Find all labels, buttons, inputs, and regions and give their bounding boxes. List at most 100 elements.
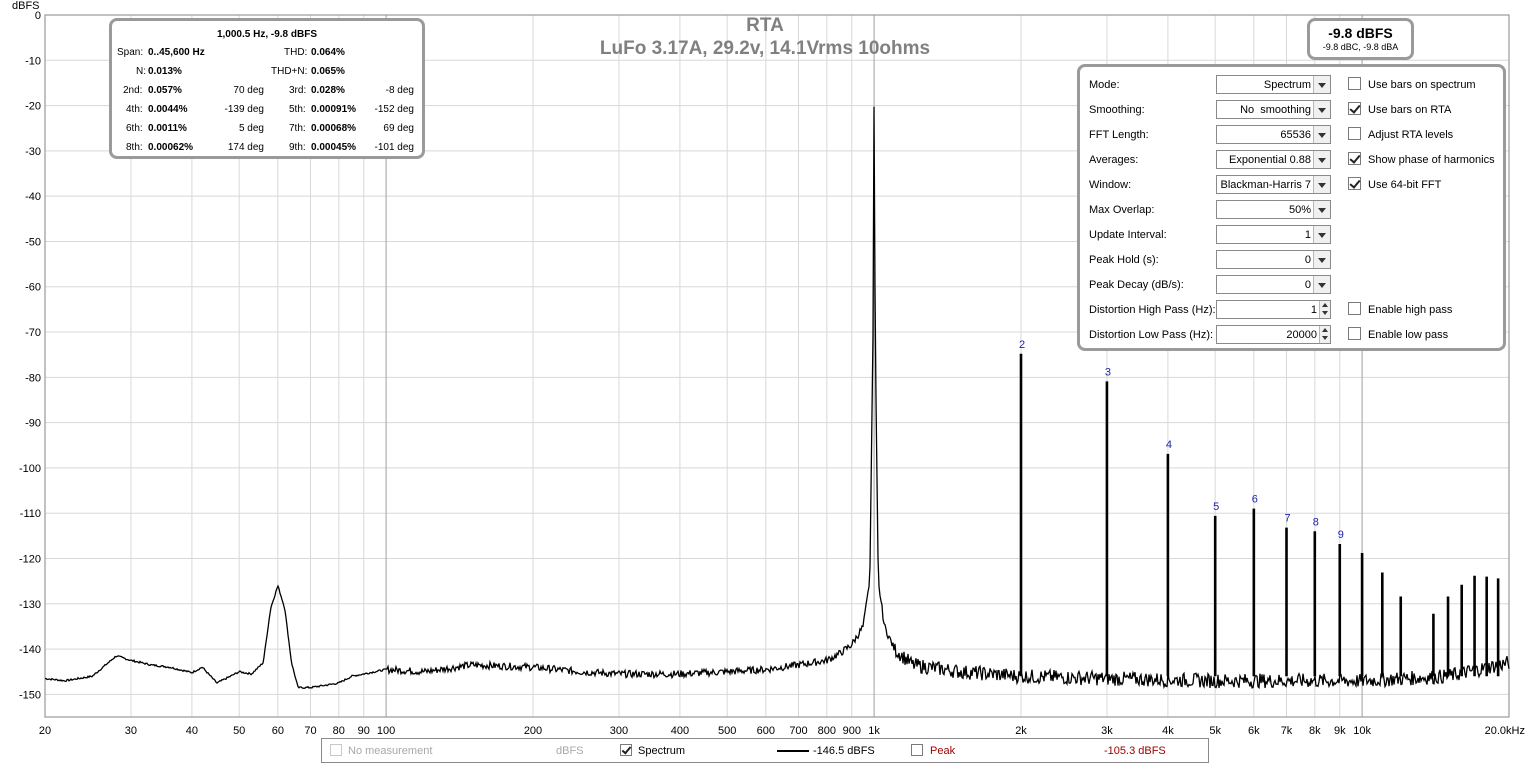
x-tick-label: 100 (377, 725, 395, 737)
harmonic-3-label: 3rd: (289, 85, 307, 96)
enable-high-pass-checkbox[interactable] (1348, 302, 1361, 315)
legend-bar: No measurement dBFS Spectrum -146.5 dBFS… (321, 738, 1209, 763)
peak-decay-dropdown[interactable]: 0 (1216, 275, 1331, 294)
spectrum-value: -146.5 dBFS (813, 745, 875, 757)
peak-checkbox[interactable] (911, 744, 923, 756)
chevron-down-icon[interactable] (1313, 201, 1330, 218)
setting-label: Averages: (1089, 154, 1139, 166)
setting-row-update-interval: Update Interval: 1 (1080, 225, 1503, 245)
harmonic-label: 3 (1105, 366, 1111, 378)
x-tick-label: 20 (39, 725, 51, 737)
show-phase-of-harmonics-checkbox[interactable] (1348, 152, 1361, 165)
x-tick-label: 9k (1334, 725, 1346, 737)
setting-label: Peak Hold (s): (1089, 254, 1159, 266)
no-measurement-checkbox[interactable] (330, 744, 342, 756)
y-tick-label: -70 (25, 327, 41, 339)
x-tick-label: 40 (186, 725, 198, 737)
max-overlap-dropdown[interactable]: 50% (1216, 200, 1331, 219)
thdn-value: 0.065% (311, 66, 345, 77)
harmonic-8-label: 8th: (126, 142, 143, 153)
y-tick-label: -10 (25, 55, 41, 67)
setting-row-fft-length: FFT Length: 65536 Adjust RTA levels (1080, 125, 1503, 145)
use-64bit-fft-checkbox[interactable] (1348, 177, 1361, 190)
harmonic-2-phase: 70 deg (233, 85, 264, 96)
harmonic-label: 4 (1166, 439, 1172, 451)
setting-row-window: Window: Blackman-Harris 7 Use 64-bit FFT (1080, 175, 1503, 195)
harmonic-label: 2 (1019, 339, 1025, 351)
spectrum-checkbox[interactable] (620, 744, 632, 756)
peak-hold-dropdown[interactable]: 0 (1216, 250, 1331, 269)
chevron-down-icon[interactable] (1313, 126, 1330, 143)
harmonic-4-label: 4th: (126, 104, 143, 115)
setting-label: Window: (1089, 179, 1132, 191)
distortion-high-pass-spinner[interactable]: 1 (1216, 300, 1331, 319)
use-bars-on-spectrum-checkbox[interactable] (1348, 77, 1361, 90)
dropdown-value: 65536 (1280, 129, 1311, 141)
harmonic-5-phase: -152 deg (374, 104, 414, 115)
harmonic-4-value: 0.0044% (148, 104, 188, 115)
harmonic-8-value: 0.00062% (148, 142, 194, 153)
chevron-down-icon[interactable] (1313, 101, 1330, 118)
use-bars-on-rta-checkbox[interactable] (1348, 102, 1361, 115)
peak-value: -105.3 dBFS (1104, 745, 1166, 757)
level-sub: -9.8 dBC, -9.8 dBA (1322, 42, 1399, 52)
n-value: 0.013% (148, 66, 182, 77)
spectrum-label: Spectrum (638, 745, 686, 757)
chevron-down-icon[interactable] (1313, 151, 1330, 168)
harmonic-7-value: 0.00068% (311, 123, 357, 134)
checkbox-label: Show phase of harmonics (1368, 154, 1495, 166)
x-tick-label: 3k (1101, 725, 1113, 737)
chevron-down-icon[interactable] (1313, 251, 1330, 268)
checkbox-label: Use bars on spectrum (1368, 79, 1476, 91)
dropdown-value: 0 (1304, 279, 1311, 291)
y-tick-label: -60 (25, 282, 41, 294)
fft-length-dropdown[interactable]: 65536 (1216, 125, 1331, 144)
mode-dropdown[interactable]: Spectrum (1216, 75, 1331, 94)
smoothing-dropdown[interactable]: No smoothing (1216, 100, 1331, 119)
chevron-down-icon[interactable] (1313, 226, 1330, 243)
harmonic-8-phase: 174 deg (227, 142, 264, 153)
x-tick-label: 20.0kHz (1485, 725, 1525, 737)
y-tick-label: -80 (25, 372, 41, 384)
setting-label: Distortion High Pass (Hz): (1089, 304, 1216, 316)
y-tick-label: -140 (19, 644, 41, 656)
setting-row-mode: Mode: Spectrum Use bars on spectrum (1080, 75, 1503, 95)
harmonic-9-phase: -101 deg (374, 142, 414, 153)
y-axis-unit: dBFS (12, 0, 40, 12)
distortion-stats-panel[interactable]: 1,000.5 Hz, -9.8 dBFS Span: 0..45,600 Hz… (109, 18, 425, 159)
harmonic-6-phase: 5 deg (238, 123, 264, 134)
setting-row-peak-hold: Peak Hold (s): 0 (1080, 250, 1503, 270)
x-tick-label: 500 (718, 725, 736, 737)
x-tick-label: 600 (757, 725, 775, 737)
setting-row-distortion-high-pass: Distortion High Pass (Hz): 1 Enable high… (1080, 300, 1503, 320)
x-tick-label: 6k (1248, 725, 1260, 737)
spinner-arrows-icon[interactable] (1319, 326, 1330, 343)
spectrum-trace (45, 106, 1510, 690)
chevron-down-icon[interactable] (1313, 176, 1330, 193)
chart-title-main: RTA (746, 15, 784, 36)
window-dropdown[interactable]: Blackman-Harris 7 (1216, 175, 1331, 194)
spinner-arrows-icon[interactable] (1319, 301, 1330, 318)
dropdown-value: No smoothing (1240, 104, 1311, 116)
y-tick-label: -90 (25, 418, 41, 430)
setting-label: Distortion Low Pass (Hz): (1089, 329, 1214, 341)
update-interval-dropdown[interactable]: 1 (1216, 225, 1331, 244)
x-tick-label: 5k (1209, 725, 1221, 737)
y-tick-label: -30 (25, 146, 41, 158)
y-tick-label: -100 (19, 463, 41, 475)
adjust-rta-levels-checkbox[interactable] (1348, 127, 1361, 140)
averages-dropdown[interactable]: Exponential 0.88 (1216, 150, 1331, 169)
x-tick-label: 8k (1309, 725, 1321, 737)
harmonic-label: 7 (1284, 513, 1290, 525)
enable-low-pass-checkbox[interactable] (1348, 327, 1361, 340)
chevron-down-icon[interactable] (1313, 76, 1330, 93)
harmonic-5-label: 5th: (289, 104, 306, 115)
chevron-down-icon[interactable] (1313, 276, 1330, 293)
spectrum-line-swatch (777, 750, 809, 752)
x-tick-label: 10k (1353, 725, 1371, 737)
level-main: -9.8 dBFS (1328, 25, 1393, 41)
distortion-low-pass-spinner[interactable]: 20000 (1216, 325, 1331, 344)
level-readout[interactable]: -9.8 dBFS -9.8 dBC, -9.8 dBA (1307, 18, 1414, 60)
dropdown-value: Blackman-Harris 7 (1220, 179, 1311, 191)
